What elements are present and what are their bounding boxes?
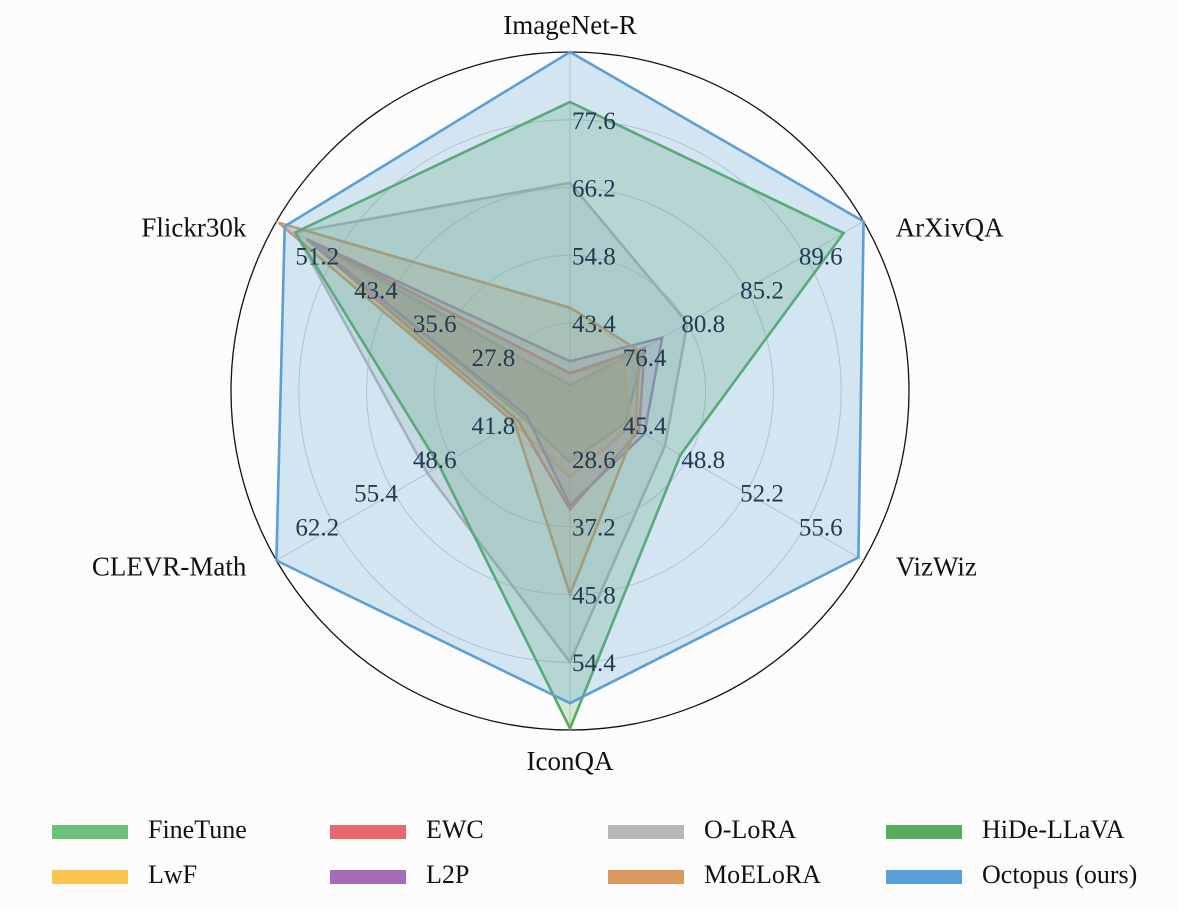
legend-swatch-ewc — [330, 825, 406, 839]
tick-flickr30k-3: 43.4 — [354, 277, 398, 304]
legend-label-moelora: MoELoRA — [704, 860, 821, 889]
tick-vizwiz-3: 52.2 — [740, 481, 784, 508]
axis-title-imagenet-r: ImageNet-R — [503, 10, 636, 40]
tick-iconqa-1: 28.6 — [572, 447, 616, 474]
legend-swatch-hide-llava — [886, 825, 962, 839]
axis-title-clevr-math: CLEVR-Math — [92, 552, 247, 582]
legend-swatch-finetune — [52, 825, 128, 839]
legend-label-finetune: FineTune — [148, 815, 247, 844]
tick-iconqa-2: 37.2 — [572, 515, 616, 542]
tick-iconqa-4: 54.4 — [572, 650, 616, 677]
axis-titles: ImageNet-R ArXivQA VizWiz IconQA CLEVR-Math F… — [92, 10, 1004, 776]
tick-imagenet-r-1: 43.4 — [572, 311, 616, 338]
tick-vizwiz-1: 45.4 — [623, 413, 667, 440]
legend: FineTune LwF EWC L2P O-LoRA MoELoRA HiDe-LLaVA… — [52, 815, 1137, 889]
legend-label-ewc: EWC — [426, 815, 484, 844]
legend-swatch-l2p — [330, 870, 406, 884]
legend-swatch-moelora — [608, 870, 684, 884]
legend-label-l2p: L2P — [426, 860, 469, 889]
tick-imagenet-r-3: 66.2 — [572, 176, 616, 203]
tick-iconqa-3: 45.8 — [572, 582, 616, 609]
tick-clevr-math-4: 62.2 — [295, 515, 339, 542]
series-octopus-ours — [275, 50, 865, 705]
series-moelora — [277, 221, 641, 599]
tick-arxivqa-3: 85.2 — [740, 277, 784, 304]
legend-swatch-o-lora — [608, 825, 684, 839]
tick-flickr30k-2: 35.6 — [413, 311, 457, 338]
spoke-vizwiz — [569, 390, 864, 561]
legend-swatch-octopus-ours — [886, 870, 962, 884]
axis-title-vizwiz: VizWiz — [896, 552, 977, 582]
series-l2p — [307, 238, 664, 508]
legend-label-octopus-ours: Octopus (ours) — [982, 860, 1137, 889]
tick-vizwiz-4: 55.6 — [799, 515, 843, 542]
radar-series — [275, 50, 865, 732]
tick-flickr30k-4: 51.2 — [295, 243, 339, 270]
tick-clevr-math-2: 48.6 — [413, 447, 457, 474]
axis-title-arxivqa: ArXivQA — [896, 213, 1004, 243]
legend-label-lwf: LwF — [148, 860, 197, 889]
tick-arxivqa-4: 89.6 — [799, 243, 843, 270]
spoke-clevr-math — [276, 390, 571, 561]
tick-flickr30k-1: 27.8 — [472, 345, 516, 372]
tick-vizwiz-2: 48.8 — [681, 447, 725, 474]
axis-title-flickr30k: Flickr30k — [141, 213, 246, 243]
tick-arxivqa-1: 76.4 — [623, 345, 667, 372]
spoke-arxivqa — [569, 221, 864, 392]
series-hide-llava — [293, 100, 846, 732]
legend-label-o-lora: O-LoRA — [704, 815, 797, 844]
tick-imagenet-r-4: 77.6 — [572, 108, 616, 135]
tick-imagenet-r-2: 54.8 — [572, 243, 616, 270]
legend-swatch-lwf — [52, 870, 128, 884]
tick-clevr-math-3: 55.4 — [354, 481, 398, 508]
tick-clevr-math-1: 41.8 — [472, 413, 516, 440]
tick-arxivqa-2: 80.8 — [681, 311, 725, 338]
legend-label-hide-llava: HiDe-LLaVA — [982, 815, 1125, 844]
axis-title-iconqa: IconQA — [527, 746, 614, 776]
tick-labels: 43.4 54.8 66.2 77.6 76.4 80.8 85.2 89.6 45.4 48.8… — [295, 108, 842, 677]
